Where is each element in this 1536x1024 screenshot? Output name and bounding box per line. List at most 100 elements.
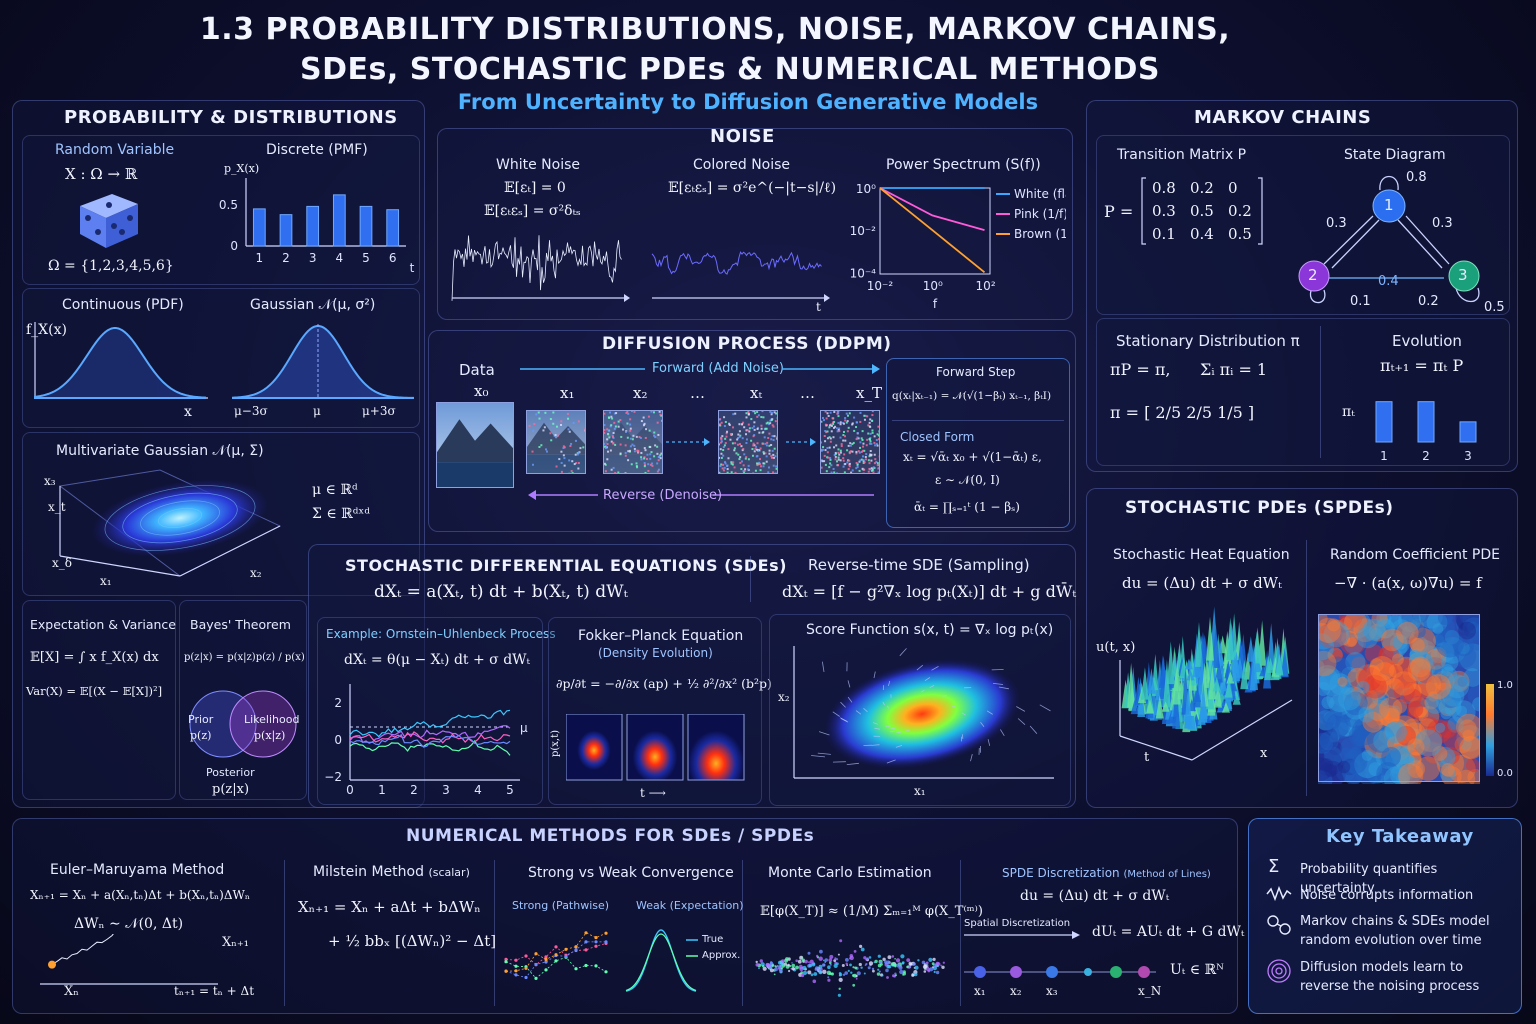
random-field-blob (1351, 717, 1380, 746)
sde-divider (750, 556, 751, 602)
random-field-blob (1369, 656, 1395, 681)
frame-noise-dot (759, 463, 762, 466)
ddpm-reverse-label[interactable]: Reverse (Denoise) (603, 488, 723, 503)
random-field-blob (1412, 636, 1429, 653)
frame-noise-dot (862, 442, 865, 445)
score-arrow (895, 745, 903, 748)
random-field-blob (1343, 686, 1365, 709)
score-arrow (817, 752, 831, 755)
frame-noise-dot (528, 424, 531, 427)
random-field-blob (1388, 663, 1403, 678)
frame-noise-dot (861, 455, 864, 458)
frame-noise-dot (644, 436, 647, 439)
random-field-blob (1339, 709, 1362, 732)
state-diagram-label: State Diagram (1344, 147, 1446, 163)
mc-particle (845, 958, 849, 962)
mc-particle (868, 956, 872, 959)
mc-particle (808, 961, 810, 964)
frame-noise-dot (741, 449, 744, 452)
ddpm-frame (603, 410, 663, 474)
random-field-blob (1458, 643, 1480, 672)
mc-particle (773, 973, 776, 976)
random-field-blob (1369, 658, 1384, 673)
mc-particle (774, 965, 777, 968)
random-field-blob (1326, 684, 1354, 713)
frame-noise-dot (755, 445, 758, 448)
strong-point (514, 964, 518, 968)
omega-eq: Ω = {1,2,3,4,5,6} (48, 258, 174, 274)
strong-path (505, 956, 607, 979)
mc-particle (906, 965, 909, 969)
monte-carlo-particles (755, 939, 945, 997)
random-field-blob (1407, 658, 1431, 682)
key-takeaway-panel (1248, 818, 1522, 1014)
frame-noise-dot (610, 468, 613, 471)
frame-noise-dot (753, 410, 756, 413)
frame-noise-dot (762, 465, 765, 468)
mc-particle (882, 957, 886, 961)
frame-noise-dot (726, 430, 729, 433)
frame-noise-dot (834, 452, 837, 455)
mc-particle (887, 955, 892, 960)
frame-noise-dot (635, 435, 638, 438)
random-field-blob (1393, 681, 1415, 703)
random-field-blob (1367, 725, 1395, 753)
pmf-xtick: 6 (389, 251, 397, 265)
frame-noise-dot (617, 420, 620, 423)
frame-noise-dot (857, 450, 860, 453)
forward-step-title: Forward Step (936, 365, 1016, 379)
frame-noise-dot (629, 437, 632, 440)
score-arrow (905, 729, 910, 732)
psd-xlabel: f (933, 297, 938, 311)
frame-noise-dot (533, 422, 536, 425)
random-field-blob (1425, 693, 1446, 714)
frame-noise-dot (642, 424, 645, 427)
heat-eq: du = (Δu) dt + σ dWₜ (1122, 574, 1282, 592)
frame-noise-dot (636, 466, 639, 469)
mc-particle (927, 966, 929, 968)
random-field-blob (1425, 674, 1451, 700)
random-field-blob (1399, 753, 1416, 769)
ou-path (349, 731, 511, 744)
random-field-blob (1323, 621, 1350, 648)
random-field-blob (1324, 764, 1338, 778)
frame-noise-dot (753, 450, 756, 453)
random-field-blob (1318, 665, 1341, 691)
frame-noise-dot (659, 413, 662, 416)
ddpm-state-label: … (690, 384, 705, 402)
frame-noise-dot (848, 465, 851, 468)
frame-noise-dot (875, 442, 878, 445)
frame-noise-dot (629, 427, 632, 430)
ddpm-step-arrow (666, 438, 710, 446)
frame-noise-dot (861, 438, 864, 441)
frame-noise-dot (562, 454, 565, 457)
frame-noise-dot (756, 449, 759, 452)
random-field-blob (1374, 618, 1395, 639)
mc-particle (894, 965, 897, 968)
psd-legend-label: White (flat) (1014, 187, 1066, 201)
ev-subpanel (22, 600, 176, 800)
random-field-blob (1365, 676, 1388, 700)
random-field-blob (1379, 614, 1402, 629)
mc-particle (826, 970, 832, 975)
mc-particle (827, 965, 831, 969)
frame-noise-dot (747, 423, 750, 426)
random-field-blob (1378, 705, 1400, 727)
frame-noise-dot (742, 448, 745, 451)
frame-noise-dot (558, 458, 561, 461)
ddpm-forward-label[interactable]: Forward (Add Noise) (652, 361, 784, 376)
frame-noise-dot (833, 411, 836, 414)
frame-noise-dot (770, 438, 773, 441)
mc-particle (890, 962, 895, 966)
random-field-blob (1417, 668, 1433, 684)
random-field-blob (1348, 725, 1370, 747)
frame-noise-dot (627, 412, 630, 415)
white-noise-line (451, 235, 622, 301)
frame-noise-dot (740, 468, 743, 471)
bayes-eq: p(z|x) = p(x|z)p(z) / p(x) (184, 652, 305, 663)
random-field-blob (1353, 618, 1378, 643)
random-field-blob (1341, 630, 1358, 647)
frame-noise-dot (719, 441, 722, 444)
forward-step-eq: q(xₜ|xₜ₋₁) = 𝒩(√(1−βₜ) xₜ₋₁, βₜI) (892, 390, 1052, 402)
frame-noise-dot (656, 470, 659, 473)
